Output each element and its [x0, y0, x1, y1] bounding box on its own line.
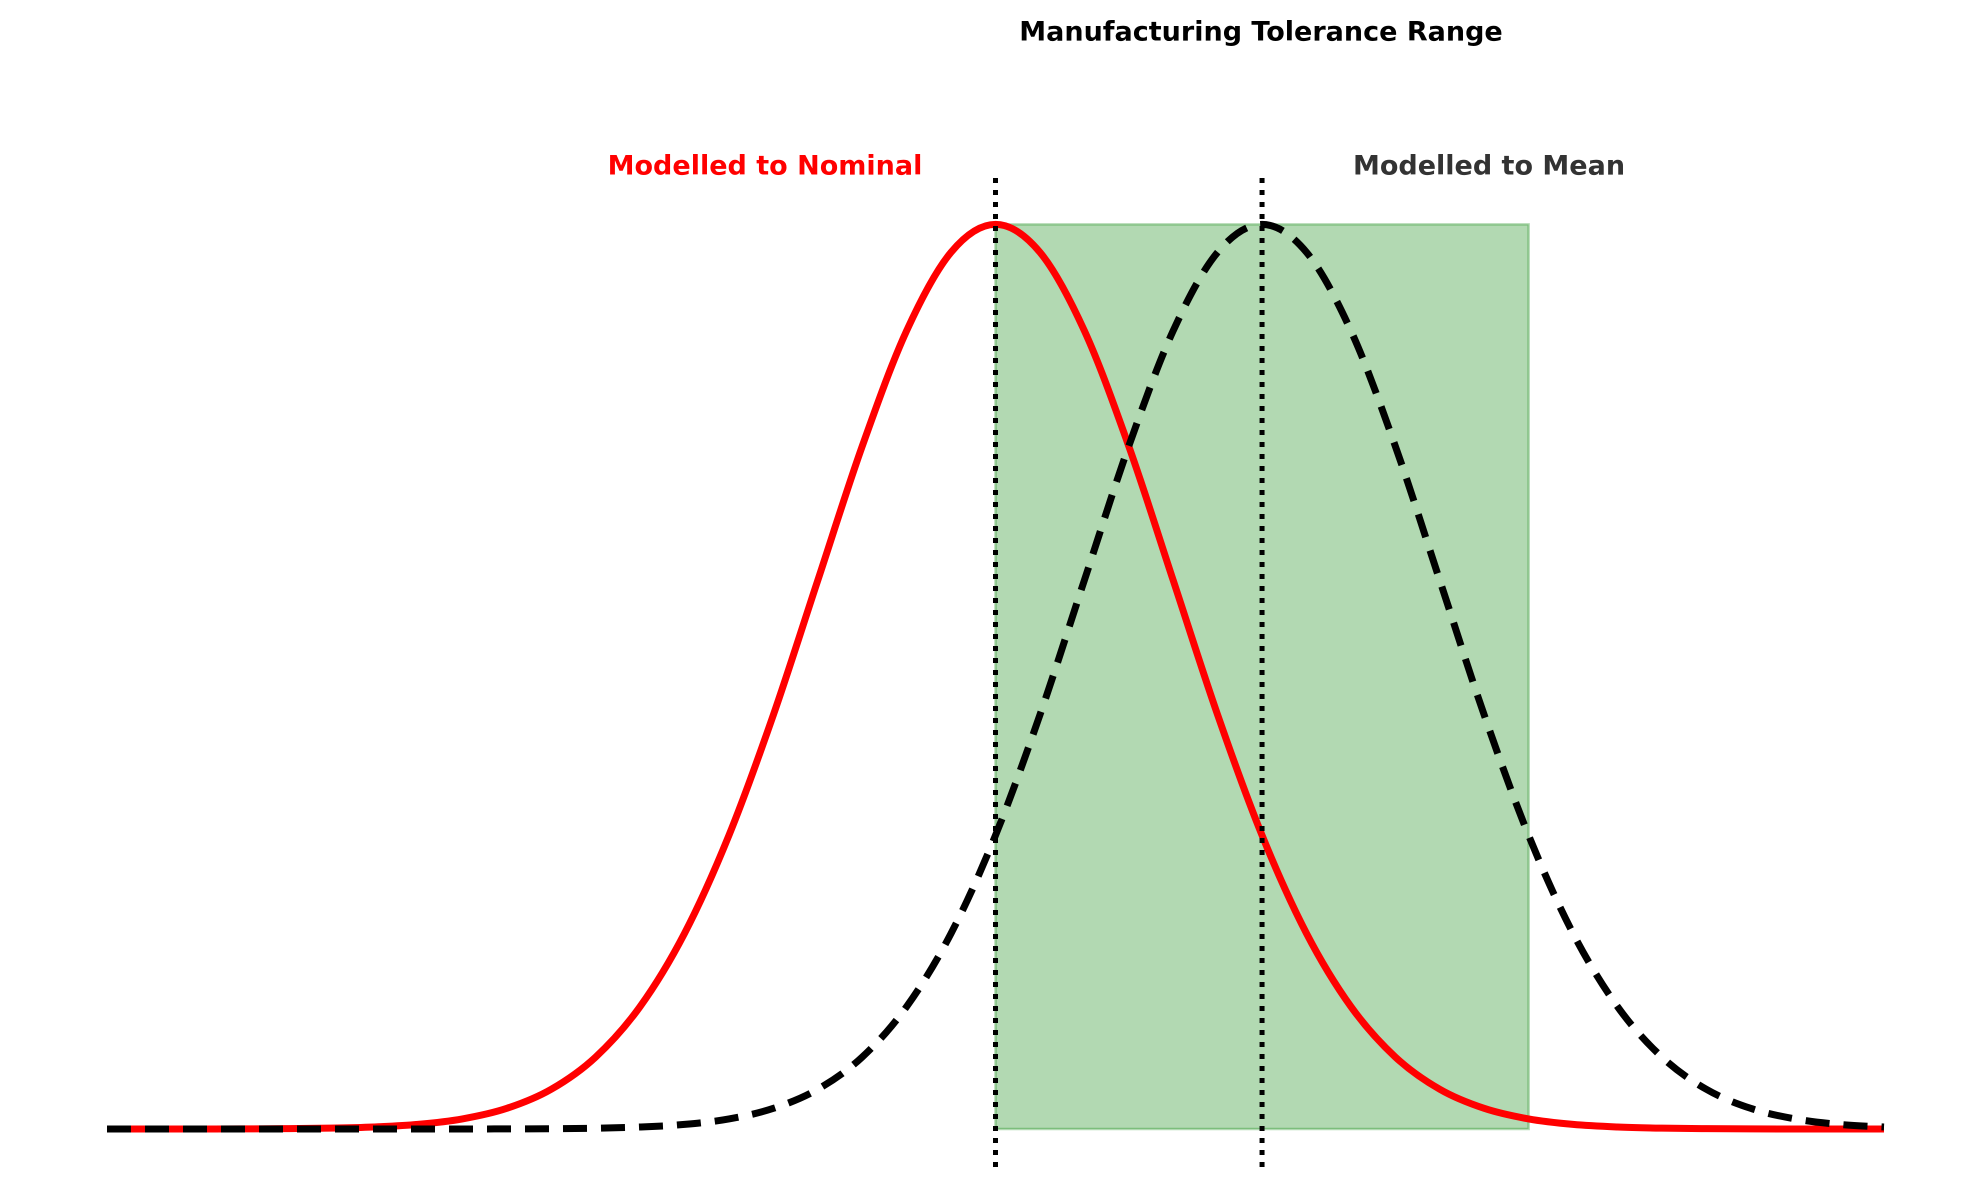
- chart-title: Manufacturing Tolerance Range: [1019, 17, 1502, 48]
- curve-label: Modelled to Mean: [1353, 151, 1625, 182]
- curve-label: Modelled to Nominal: [608, 151, 923, 182]
- tolerance-band: [994, 223, 1530, 1131]
- curve: [106, 220, 1885, 1133]
- curve: [106, 220, 1885, 1133]
